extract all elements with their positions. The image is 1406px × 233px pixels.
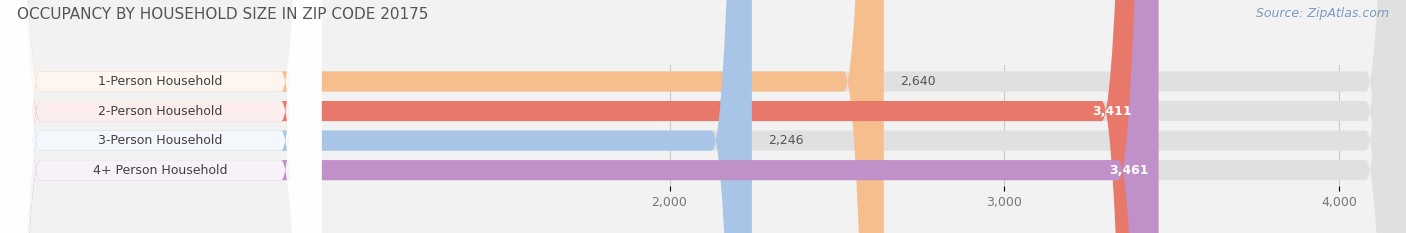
- Text: Source: ZipAtlas.com: Source: ZipAtlas.com: [1256, 7, 1389, 20]
- Text: 2,640: 2,640: [900, 75, 936, 88]
- FancyBboxPatch shape: [0, 0, 752, 233]
- Text: 4+ Person Household: 4+ Person Household: [93, 164, 228, 177]
- Text: 3-Person Household: 3-Person Household: [98, 134, 224, 147]
- Text: 3,411: 3,411: [1092, 105, 1132, 117]
- FancyBboxPatch shape: [0, 0, 322, 233]
- FancyBboxPatch shape: [0, 0, 1142, 233]
- Text: 2,246: 2,246: [769, 134, 804, 147]
- Text: 2-Person Household: 2-Person Household: [98, 105, 224, 117]
- Text: OCCUPANCY BY HOUSEHOLD SIZE IN ZIP CODE 20175: OCCUPANCY BY HOUSEHOLD SIZE IN ZIP CODE …: [17, 7, 429, 22]
- FancyBboxPatch shape: [0, 0, 1159, 233]
- Text: 3,461: 3,461: [1109, 164, 1149, 177]
- FancyBboxPatch shape: [0, 0, 884, 233]
- FancyBboxPatch shape: [0, 0, 322, 233]
- Text: 1-Person Household: 1-Person Household: [98, 75, 224, 88]
- FancyBboxPatch shape: [0, 0, 322, 233]
- FancyBboxPatch shape: [0, 0, 322, 233]
